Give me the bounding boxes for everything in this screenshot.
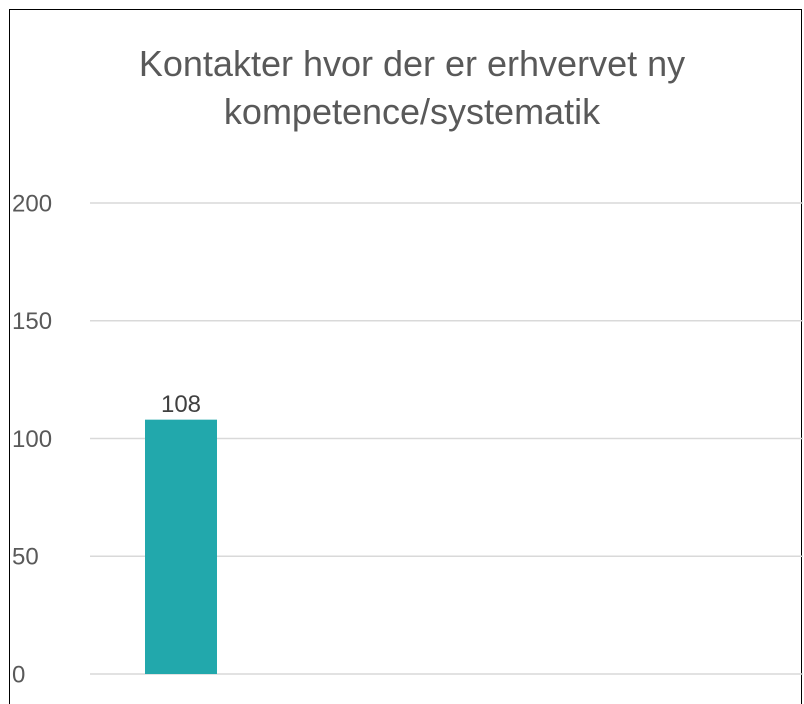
chart-border (9, 9, 802, 704)
y-tick-label: 100 (12, 426, 52, 453)
chart-title: Kontakter hvor der er erhvervet ny kompe… (138, 43, 686, 132)
y-tick-label: 0 (12, 661, 25, 688)
y-tick-label: 150 (12, 308, 52, 335)
y-tick-label: 200 (12, 190, 52, 217)
bar (145, 419, 217, 674)
y-tick-label: 50 (12, 544, 39, 571)
data-label: 108 (161, 391, 201, 418)
